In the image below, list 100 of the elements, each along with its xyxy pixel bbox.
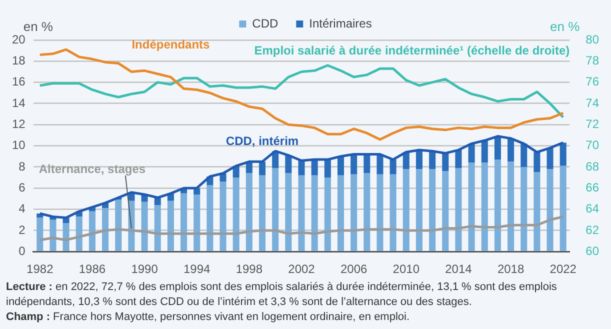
bar: [285, 155, 292, 174]
y2-tick-label: 66: [586, 180, 600, 194]
bar: [560, 166, 566, 251]
bar: [520, 144, 528, 167]
y2-tick-label: 70: [586, 138, 600, 152]
bar: [364, 173, 370, 251]
bar: [468, 144, 475, 163]
bar: [520, 166, 528, 251]
y-tick-label: 18: [12, 53, 26, 68]
bar: [481, 162, 488, 251]
x-tick-label: 1994: [184, 262, 211, 276]
bar: [154, 205, 161, 251]
y2-tick-label: 74: [586, 96, 600, 110]
bar: [494, 136, 501, 160]
y2-tick-label: 64: [586, 202, 600, 216]
bar: [258, 175, 266, 251]
bar: [508, 162, 514, 251]
bar: [76, 216, 82, 251]
series-label: CDD, intérim: [226, 134, 299, 148]
x-tick-label: 2010: [392, 262, 420, 276]
bar: [298, 160, 305, 176]
bar: [220, 182, 226, 251]
x-tick-label: 1990: [131, 262, 158, 276]
bar: [429, 151, 436, 170]
y-tick-label: 20: [12, 32, 26, 46]
bar: [416, 169, 422, 251]
bar: [311, 175, 318, 251]
bar: [429, 169, 436, 251]
text: Emploi salarié à durée indéterminée¹ (échelle de droite): [254, 44, 570, 58]
bar: [115, 200, 122, 251]
text: Lecture : en 2022, 72,7 % des emplois sont des emplois salariés à durée indéterminée, 13,1 % sont des emplois indépendants, 10,3 % sont des CDD ou de l’intérim et 3,3 % sont de l’alternance ou des stages.: [6, 281, 557, 308]
legend-label: CDD: [252, 16, 278, 30]
bar: [337, 156, 344, 176]
bar: [494, 160, 501, 251]
bar: [102, 208, 109, 251]
bar: [468, 162, 475, 251]
bar: [141, 202, 148, 251]
y-tick-label: 14: [12, 96, 26, 110]
x-tick-label: 2006: [340, 262, 368, 276]
y-tick-label: 12: [12, 116, 26, 131]
bar: [534, 152, 540, 172]
x-tick-label: 2014: [445, 262, 472, 276]
bar: [62, 223, 70, 251]
bar: [350, 174, 358, 251]
bar: [376, 154, 384, 174]
text: Alternance, stages: [38, 162, 146, 176]
bar: [534, 172, 540, 251]
bar: [364, 154, 370, 174]
text: Champ : France hors Mayotte, personnes vivant en logement ordinaire, en emploi.: [6, 311, 410, 323]
x-tick-label: 2022: [550, 262, 577, 276]
bar: [258, 162, 266, 176]
bar: [481, 140, 488, 163]
y2-tick-label: 78: [586, 53, 600, 68]
bar: [337, 175, 344, 251]
bar: [455, 150, 462, 168]
y2-tick-label: 76: [586, 74, 600, 89]
bar: [402, 169, 410, 251]
bar: [298, 175, 305, 251]
bar: [324, 160, 331, 178]
y-tick-label: 0: [18, 244, 26, 258]
bar: [36, 218, 44, 251]
bar: [455, 168, 462, 251]
legend-label: Intérimaires: [309, 16, 372, 30]
bar: [167, 200, 174, 251]
x-tick-label: 1998: [236, 262, 263, 276]
y-tick-label: 2: [18, 222, 26, 237]
bar: [442, 171, 449, 251]
y2-tick-label: 60: [586, 244, 600, 258]
y-tick-label: 8: [18, 159, 26, 174]
y-tick-label: 4: [18, 202, 26, 216]
bar: [272, 168, 279, 251]
y2-tick-label: 68: [586, 159, 600, 174]
y2-tick-label: 72: [586, 116, 600, 131]
bar: [232, 178, 240, 251]
bar: [285, 173, 292, 251]
bar: [390, 160, 396, 174]
bar: [416, 150, 422, 170]
bar: [560, 142, 566, 166]
y2-axis-title: en %: [550, 19, 580, 34]
bar: [88, 211, 96, 251]
y2-tick-label: 62: [586, 222, 600, 237]
x-tick-label: 1982: [26, 262, 54, 276]
x-tick-label: 2002: [288, 262, 316, 276]
y2-tick-label: 80: [586, 32, 600, 46]
y-tick-label: 10: [12, 138, 26, 152]
bar: [180, 193, 188, 251]
y-tick-label: 6: [18, 180, 26, 194]
bar: [50, 220, 56, 251]
bar: [206, 184, 214, 251]
x-tick-label: 1986: [78, 262, 106, 276]
bar: [350, 154, 358, 174]
bar: [376, 174, 384, 251]
bar: [324, 178, 331, 251]
bar: [311, 160, 318, 176]
bar: [390, 174, 396, 251]
y-tick-label: 16: [12, 74, 26, 89]
bar: [442, 153, 449, 172]
bar: [508, 138, 514, 162]
bar: [546, 169, 554, 251]
bar: [246, 173, 252, 251]
